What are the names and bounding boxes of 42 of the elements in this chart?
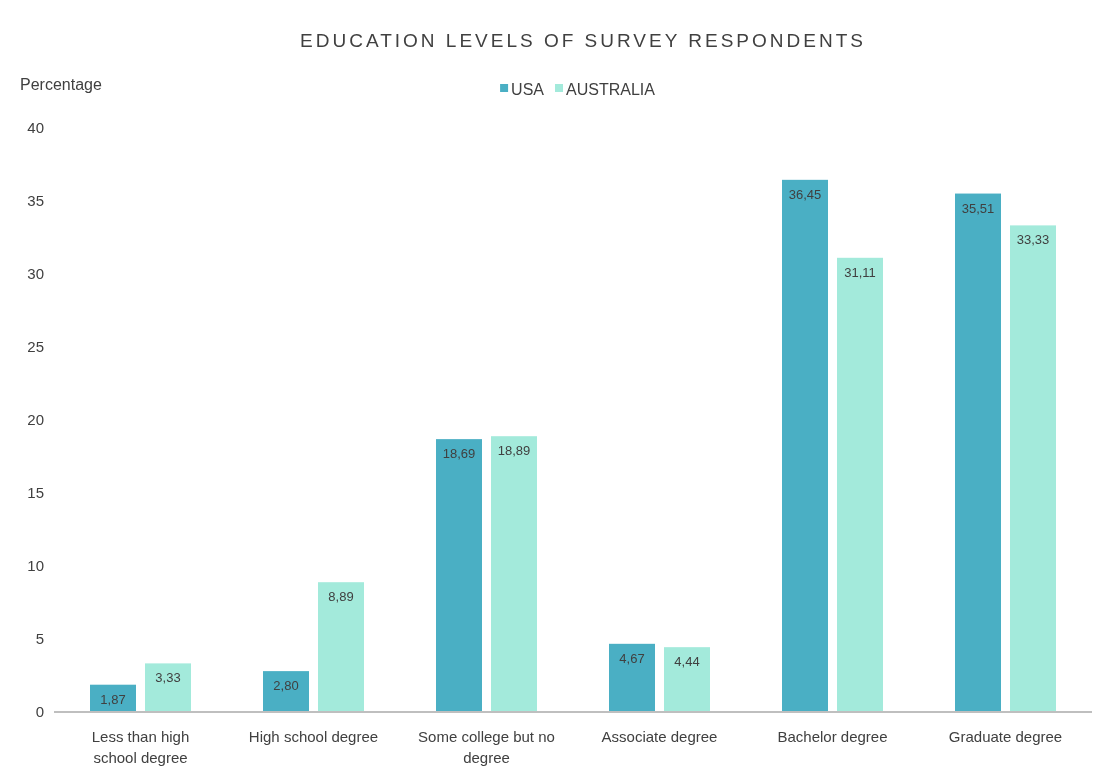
data-label: 33,33 xyxy=(1016,232,1050,248)
y-tick-label: 35 xyxy=(27,192,44,209)
data-label: 36,45 xyxy=(788,186,822,202)
y-tick-label: 20 xyxy=(27,411,44,428)
x-tick-label: Graduate degree xyxy=(948,728,1063,745)
legend-label: USA xyxy=(511,81,545,98)
data-label: 4,44 xyxy=(674,654,700,670)
y-tick-label: 10 xyxy=(27,557,44,574)
data-label: 3,33 xyxy=(155,670,181,686)
y-axis-title: Percentage xyxy=(20,76,102,93)
x-tick-label: Less than high school degree xyxy=(91,728,190,766)
y-tick-label: 40 xyxy=(27,119,44,136)
data-label: 18,69 xyxy=(442,446,476,462)
bar xyxy=(1010,225,1056,712)
data-label: 4,67 xyxy=(619,650,645,666)
x-tick-label: Associate degree xyxy=(601,728,718,745)
y-tick-label: 30 xyxy=(27,265,44,282)
x-tick-label: High school degree xyxy=(248,728,379,745)
y-tick-label: 25 xyxy=(27,338,44,355)
data-label: 2,80 xyxy=(273,678,299,694)
bar xyxy=(837,257,883,712)
data-label: 8,89 xyxy=(328,589,354,605)
y-tick-label: 0 xyxy=(35,703,44,720)
data-label: 18,89 xyxy=(497,443,531,459)
bar xyxy=(609,643,655,712)
legend-label: AUSTRALIA xyxy=(565,81,656,98)
data-label: 1,87 xyxy=(100,691,126,707)
data-label: 31,11 xyxy=(844,264,876,280)
x-tick-label: Some college but no degree xyxy=(418,728,555,766)
bar xyxy=(782,179,828,712)
bar xyxy=(318,582,364,712)
bar xyxy=(436,439,482,712)
bar xyxy=(955,193,1001,712)
bar xyxy=(491,436,537,712)
bar xyxy=(145,663,191,712)
chart-title: EDUCATION LEVELS OF SURVEY RESPONDENTS xyxy=(300,30,866,51)
bar xyxy=(263,671,309,712)
y-tick-label: 15 xyxy=(27,484,44,501)
y-tick-label: 5 xyxy=(35,630,44,647)
x-tick-label: Bachelor degree xyxy=(777,728,888,745)
bar xyxy=(664,647,710,712)
data-label: 35,51 xyxy=(961,200,995,216)
